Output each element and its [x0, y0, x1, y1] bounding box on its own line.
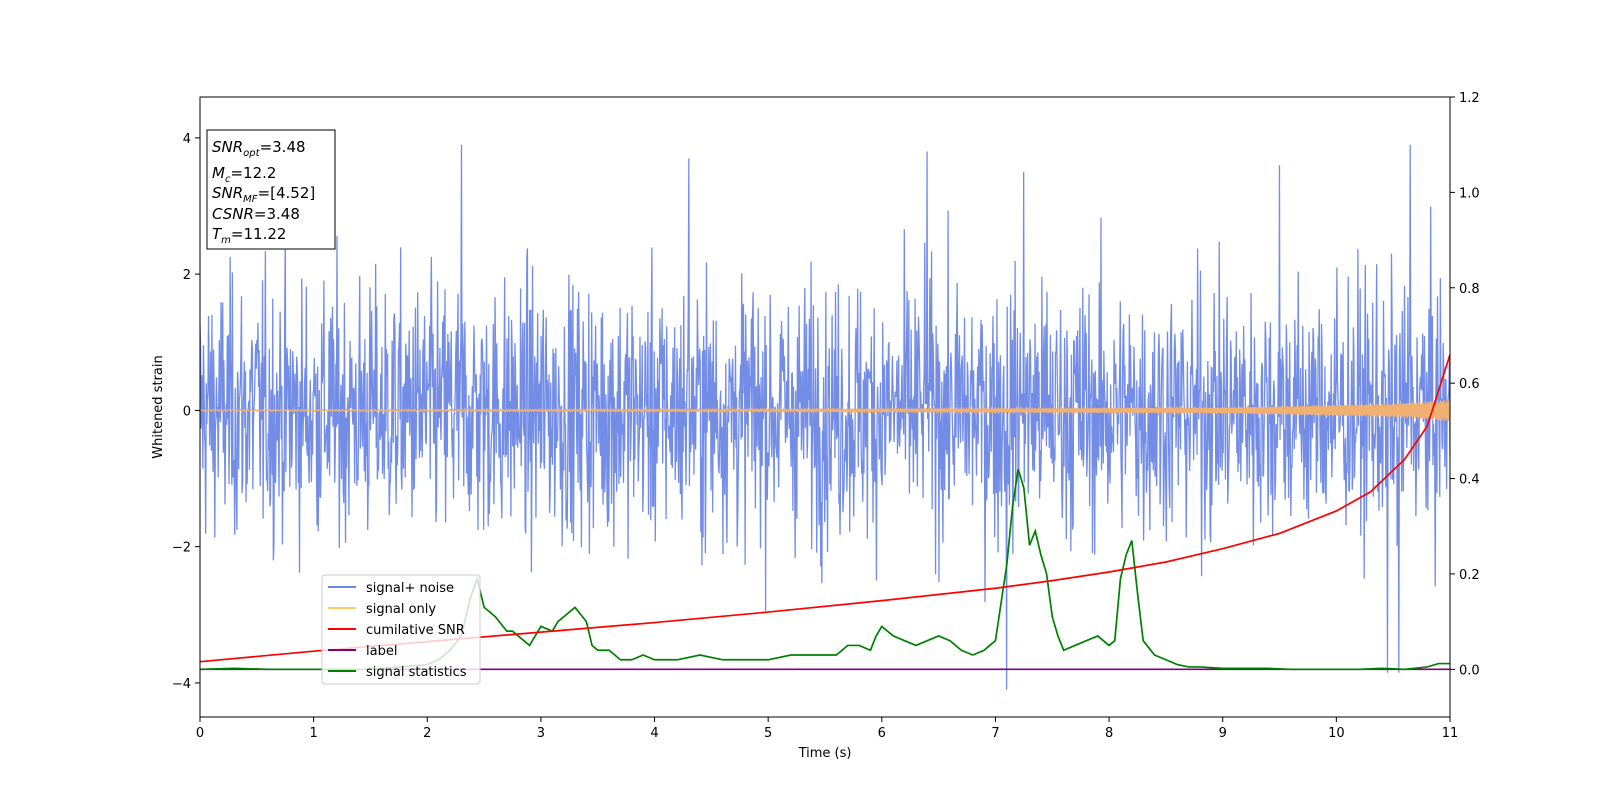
y-tick-label: −2 [172, 541, 191, 556]
info-snr-mf: SNRMF=[4.52] [212, 184, 315, 205]
y2-tick-label: 0.0 [1459, 663, 1480, 678]
legend: signal+ noise signal only cumilative SNR la… [321, 574, 481, 685]
y-axis-right: 1.2 1.0 0.8 0.6 0.4 0.2 0.0 [1450, 91, 1480, 678]
info-tm: Tm=11.22 [212, 225, 286, 246]
plot-frame [199, 96, 1451, 718]
y2-tick-label: 0.4 [1459, 473, 1480, 488]
x-tick-label: 1 [309, 726, 317, 741]
legend-label: label [366, 644, 397, 659]
legend-label: signal only [366, 602, 436, 617]
x-tick-label: 7 [991, 726, 999, 741]
x-tick-label: 10 [1328, 726, 1345, 741]
y-tick-label: 2 [183, 268, 191, 283]
y2-tick-label: 1.2 [1459, 91, 1480, 106]
info-box: SNRopt=3.48 Mc=12.2 SNRMF=[4.52] CSNR=3.… [206, 129, 336, 250]
x-tick-label: 11 [1442, 726, 1459, 741]
info-box-frame [206, 129, 336, 250]
legend-label: signal+ noise [366, 581, 454, 596]
y-axis-left: 4 2 0 −2 −4 [172, 132, 200, 692]
x-axis-label: Time (s) [798, 746, 852, 761]
series-line-signal-statistics [200, 468, 1450, 671]
y2-tick-label: 0.2 [1459, 568, 1480, 583]
series-line-cumulative-snr [200, 354, 1450, 663]
x-tick-label: 3 [537, 726, 545, 741]
info-snr-opt: SNRopt=3.48 [212, 138, 306, 159]
series-line-signal-only [200, 399, 1450, 422]
signal-noise-series-layer [200, 144, 1450, 690]
info-mc: Mc=12.2 [212, 164, 276, 185]
x-tick-label: 8 [1105, 726, 1113, 741]
y2-tick-label: 0.8 [1459, 282, 1480, 297]
x-tick-label: 0 [196, 726, 204, 741]
signal-only-series-layer [200, 399, 1450, 422]
info-csnr: CSNR=3.48 [212, 205, 300, 223]
x-tick-label: 6 [878, 726, 886, 741]
legend-label: cumilative SNR [366, 623, 465, 638]
y-tick-label: 0 [183, 404, 191, 419]
y-tick-label: 4 [183, 132, 191, 147]
y2-tick-label: 0.6 [1459, 377, 1480, 392]
series-line-signal-noise [200, 144, 1450, 690]
x-tick-label: 4 [650, 726, 658, 741]
x-tick-label: 9 [1219, 726, 1227, 741]
y2-tick-label: 1.0 [1459, 186, 1480, 201]
x-tick-label: 2 [423, 726, 431, 741]
legend-frame [321, 574, 481, 685]
y-axis-label: Whitened strain [151, 355, 166, 458]
legend-label: signal statistics [366, 665, 467, 680]
x-axis: 0 1 2 3 4 5 6 7 8 9 10 11 [196, 717, 1458, 741]
y-tick-label: −4 [172, 677, 191, 692]
x-tick-label: 5 [764, 726, 772, 741]
